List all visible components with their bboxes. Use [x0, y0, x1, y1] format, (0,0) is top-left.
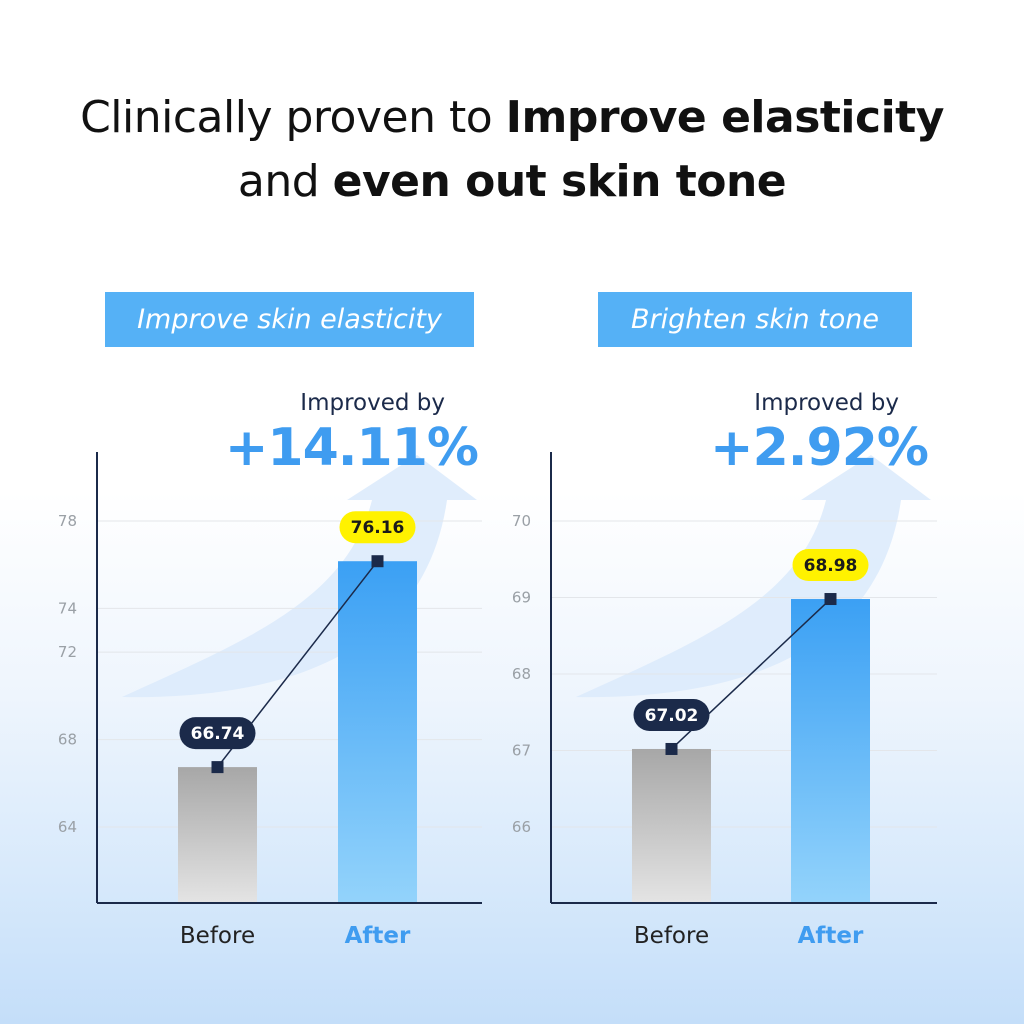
skintone-chart: 66 67 68 69 70 67.02 68.98 Before After [512, 452, 937, 949]
before-value-label: 67.02 [645, 706, 699, 726]
background-arrow [576, 455, 931, 698]
after-marker [371, 555, 384, 568]
skintone-improved-value: +2.92% [710, 418, 929, 478]
headline-line-1: Clinically proven to Improve elasticity [0, 86, 1024, 150]
y-tick-label: 66 [512, 818, 531, 836]
after-marker [824, 593, 837, 606]
y-tick-label: 70 [512, 512, 531, 530]
elasticity-improved-value: +14.11% [224, 418, 479, 478]
y-tick-label: 67 [512, 742, 531, 760]
after-value-bubble [792, 549, 869, 582]
after-value-label: 76.16 [351, 518, 405, 538]
after-value-label: 68.98 [804, 556, 858, 576]
before-marker [665, 742, 678, 755]
after-bar [338, 561, 417, 903]
y-tick-label: 78 [58, 512, 77, 530]
y-tick-label: 68 [512, 665, 531, 683]
after-bar [791, 599, 870, 903]
headline-text-1: Clinically proven to [80, 92, 506, 143]
headline-bold-2: even out skin tone [332, 156, 787, 207]
before-bar [178, 767, 257, 903]
after-category-label: After [798, 923, 864, 949]
y-tick-label: 64 [58, 818, 77, 836]
headline-line-2: and even out skin tone [0, 150, 1024, 214]
y-tick-label: 69 [512, 589, 531, 607]
before-bar [632, 748, 711, 903]
elasticity-improved-label: Improved by [300, 390, 445, 416]
headline: Clinically proven to Improve elasticity … [0, 86, 1024, 214]
skintone-title-pill: Brighten skin tone [598, 292, 912, 347]
skintone-panel: Brighten skin tone 66 67 68 69 70 67.02 68.98 B… [512, 0, 1024, 1024]
headline-bold-1: Improve elasticity [505, 92, 945, 143]
y-tick-label: 72 [58, 643, 77, 661]
skintone-improved-label: Improved by [754, 390, 899, 416]
y-tick-label: 68 [58, 731, 77, 749]
elasticity-title-pill: Improve skin elasticity [105, 292, 474, 347]
after-value-bubble [339, 511, 416, 544]
y-tick-label: 74 [58, 599, 77, 617]
before-category-label: Before [634, 923, 709, 949]
before-marker [211, 761, 224, 774]
before-value-bubble [179, 717, 256, 750]
before-value-bubble [633, 698, 710, 731]
headline-text-2: and [237, 156, 333, 207]
elasticity-panel: Improve skin elasticity 64 68 72 74 78 66.74 7… [58, 292, 482, 949]
after-category-label: After [345, 923, 411, 949]
elasticity-chart: 64 68 72 74 78 66.74 76.16 Before After [58, 452, 482, 949]
before-category-label: Before [180, 923, 255, 949]
before-value-label: 66.74 [191, 724, 245, 744]
